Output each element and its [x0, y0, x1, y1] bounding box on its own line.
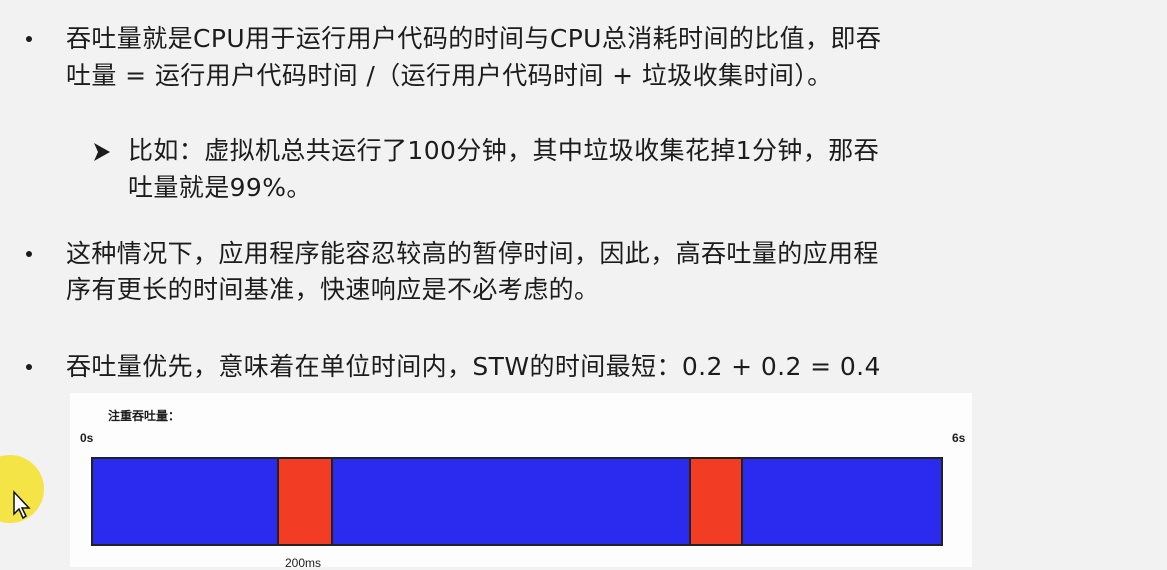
sub-bullet-line-1: 比如：虚拟机总共运行了100分钟，其中垃圾收集花掉1分钟，那吞: [128, 136, 880, 165]
timeline-bar: [91, 457, 943, 546]
throughput-timeline-diagram: 注重吞吐量： 0s 6s 200ms: [70, 393, 972, 570]
bullet-2-line-1: 这种情况下，应用程序能容忍较高的暂停时间，因此，高吞吐量的应用程: [66, 239, 879, 268]
end-time-label: 6s: [952, 431, 966, 445]
stw-pause-segment: [276, 459, 334, 544]
pause-duration-label: 200ms: [285, 556, 322, 570]
bullet-2-line-2: 序有更长的时间基准，快速响应是不必考虑的。: [66, 275, 600, 304]
bullet-1-line-2: 吐量 = 运行用户代码时间 /（运行用户代码时间 + 垃圾收集时间）。: [66, 61, 833, 90]
start-time-label: 0s: [80, 431, 94, 445]
diagram-caption: 注重吞吐量：: [108, 409, 181, 423]
bullet-3-line-1: 吞吐量优先，意味着在单位时间内，STW的时间最短：0.2 + 0.2 = 0.4: [66, 352, 881, 381]
bullet-dot-icon: [26, 251, 32, 257]
bullet-dot-icon: [26, 364, 32, 370]
bullet-1-line-1: 吞吐量就是CPU用于运行用户代码的时间与CPU总消耗时间的比值，即吞: [66, 24, 882, 53]
bullet-dot-icon: [26, 36, 32, 42]
stw-pause-segment: [689, 459, 744, 544]
sub-bullet-line-2: 吐量就是99%。: [128, 173, 312, 202]
mouse-cursor-icon: [13, 490, 31, 520]
arrow-right-icon: [94, 143, 110, 161]
